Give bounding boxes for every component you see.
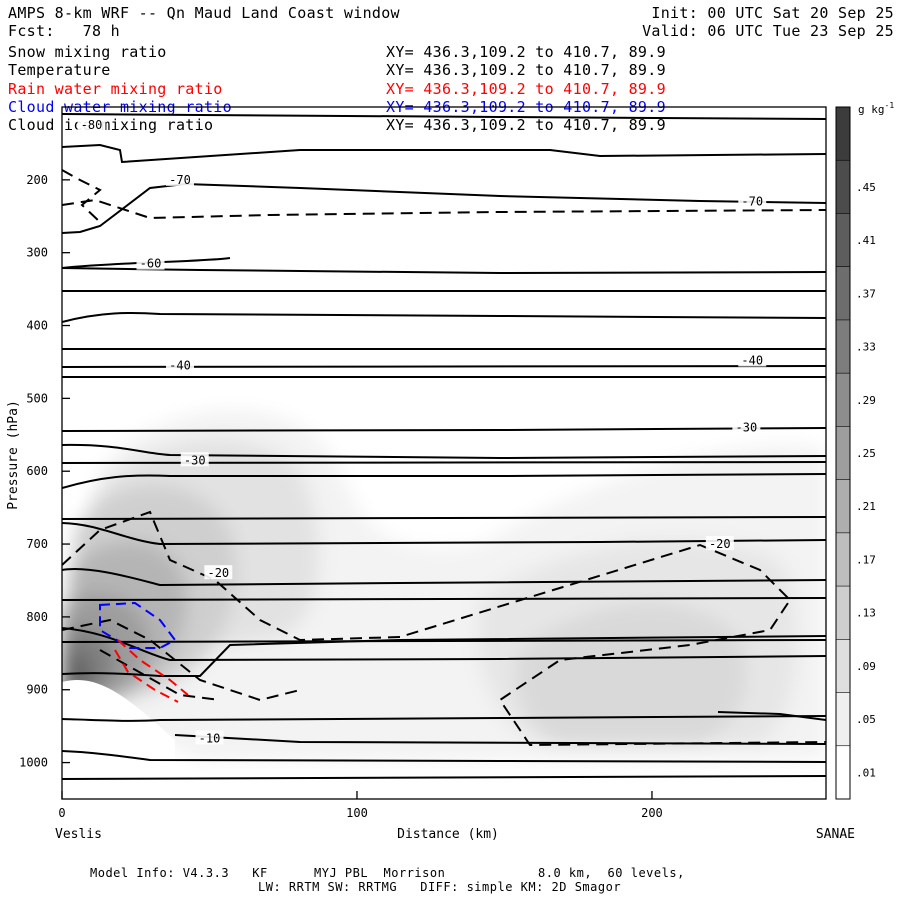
colorbar-band: [836, 266, 850, 320]
axes: 0 100 200 200 300 400 500 600 700 800 900 1000: [19, 173, 663, 820]
colorbar-units: g kg-1: [858, 101, 894, 116]
legend-field-xy: XY= 436.3,109.2 to 410.7, 89.9: [386, 116, 666, 135]
temp-contour-label: -20: [207, 566, 229, 580]
colorbar-label: .21: [856, 500, 876, 513]
y-tick-label: 700: [26, 537, 48, 551]
colorbar-label: .05: [856, 713, 876, 726]
temp-label-bg: [732, 419, 761, 434]
colorbar-label: .33: [856, 341, 876, 354]
temp-label-bg: [165, 171, 194, 186]
temp-label-bg: [77, 117, 106, 132]
init-time: Init: 00 UTC Sat 20 Sep 25: [651, 4, 894, 22]
chart-title: AMPS 8-km WRF -- Qn Maud Land Coast wind…: [8, 4, 400, 22]
temp-label-bg: [738, 352, 767, 367]
colorbar-band: [836, 639, 850, 693]
x-axis-title: Distance (km): [397, 827, 499, 842]
cloud-water-contour: [99, 601, 177, 649]
colorbar-band: [836, 532, 850, 587]
y-tick-label: 1000: [19, 756, 48, 770]
temp-contour-label: -40: [741, 353, 763, 367]
colorbar-band: [836, 426, 850, 480]
temp-contour-label: -70: [169, 173, 191, 187]
model-physics: LW: RRTM SW: RRTMG DIFF: simple KM: 2D S…: [258, 880, 622, 894]
y-tick-label: 800: [26, 610, 48, 624]
temp-label-bg: [136, 255, 165, 270]
model-info: Model Info: V4.3.3 KF MYJ PBL Morrison 8…: [90, 866, 685, 880]
colorbar-label: .09: [856, 660, 876, 673]
colorbar: .01 .05 .09 .13 .17 .21 .25 .29 .33 .37 .41 .45: [835, 106, 876, 800]
colorbar-label: .13: [856, 607, 876, 620]
colorbar-band: [836, 692, 850, 746]
colorbar-band: [836, 160, 850, 214]
temperature-labels: -70 -70 -60 -40 -40 -30 -30 -20 -20 -10 -80: [77, 117, 767, 746]
y-tick-label: 400: [26, 319, 48, 333]
temp-contour-label: -80: [81, 118, 103, 132]
temp-contour-label: -10: [199, 732, 221, 746]
colorbar-frame: [835, 106, 851, 800]
temp-contour-label: -30: [736, 421, 758, 435]
legend-field-xy: XY= 436.3,109.2 to 410.7, 89.9: [386, 61, 666, 80]
forecast-hour: Fcst: 78 h: [8, 22, 120, 40]
colorbar-band: [836, 745, 850, 799]
temp-label-bg: [180, 452, 209, 467]
colorbar-band: [836, 373, 850, 427]
colorbar-label: .45: [856, 181, 876, 194]
colorbar-label: .41: [856, 234, 876, 247]
legend-field-xy: XY= 436.3,109.2 to 410.7, 89.9: [386, 43, 666, 61]
temp-label-bg: [738, 193, 767, 208]
temp-label-bg: [204, 565, 233, 580]
legend-field-xy: XY= 436.3,109.2 to 410.7, 89.9: [386, 79, 666, 98]
y-tick-label: 300: [26, 246, 48, 260]
colorbar-label: .25: [856, 447, 876, 460]
y-tick-label: 500: [26, 391, 48, 405]
temp-contour-label: -20: [709, 537, 731, 551]
temp-contour-label: -60: [140, 257, 162, 271]
temp-contour-label: -40: [169, 359, 191, 373]
x-tick-label: 0: [58, 806, 65, 820]
valid-time: Valid: 06 UTC Tue 23 Sep 25: [642, 22, 894, 40]
temp-contour-label: -30: [184, 453, 206, 467]
x-tick-label: 100: [346, 806, 368, 820]
plot-frame: [61, 106, 827, 800]
end-location-label: SANAE: [816, 827, 855, 842]
colorbar-label: .37: [856, 287, 876, 300]
y-axis-title: Pressure (hPa): [6, 400, 21, 510]
rain-water-contours: [114, 639, 189, 703]
start-location-label: Veslis: [55, 827, 102, 842]
x-tick-label: 200: [641, 806, 663, 820]
colorbar-label: .01: [856, 766, 876, 779]
colorbar-label: .29: [856, 394, 876, 407]
colorbar-band: [836, 479, 850, 533]
legend-field-name: Temperature: [8, 61, 111, 80]
y-tick-label: 200: [26, 173, 48, 187]
temp-label-bg: [195, 730, 224, 745]
colorbar-band: [836, 213, 850, 267]
colorbar-band: [836, 586, 850, 640]
cloud-ice-contours: [62, 169, 826, 747]
terrain-mask: [62, 679, 175, 799]
temp-label-bg: [705, 536, 734, 551]
colorbar-label: .17: [856, 553, 876, 566]
legend-field-name: Snow mixing ratio: [8, 43, 167, 61]
colorbar-band: [836, 107, 850, 161]
colorbar-band: [836, 319, 850, 374]
temp-contour-label: -70: [741, 195, 763, 209]
y-tick-label: 900: [26, 683, 48, 697]
legend-field-name: Rain water mixing ratio: [8, 79, 223, 98]
snow-mixing-ratio-field: [62, 409, 826, 760]
y-tick-label: 600: [26, 464, 48, 478]
temp-label-bg: [165, 357, 194, 372]
